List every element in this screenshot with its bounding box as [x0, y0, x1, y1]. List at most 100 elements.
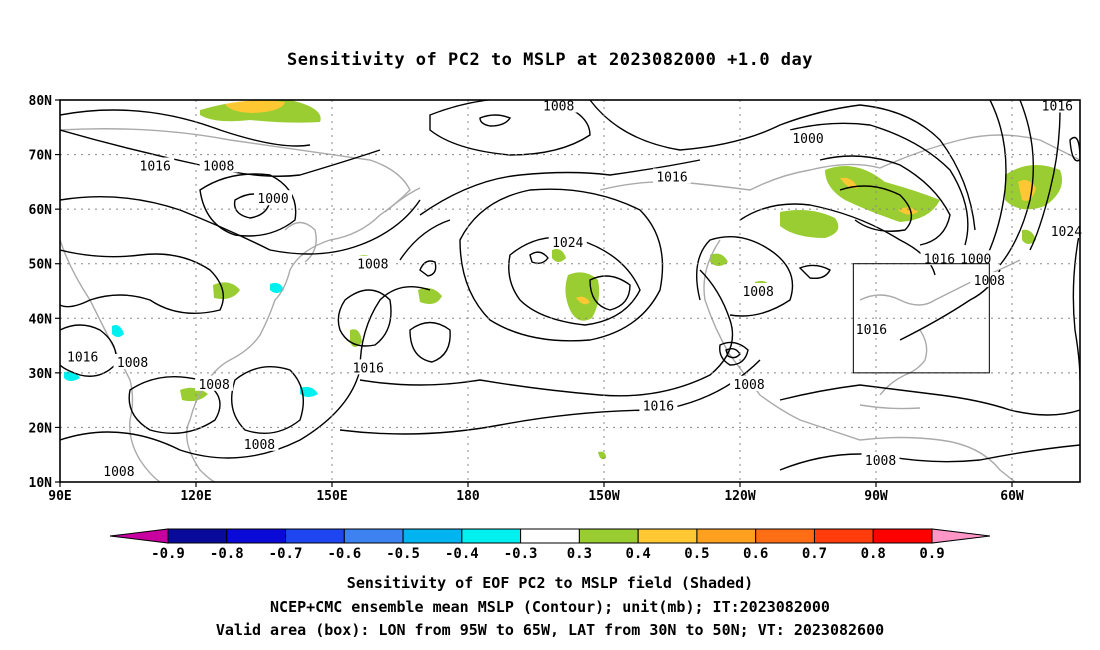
coastline	[879, 329, 928, 396]
colorbar-label: 0.9	[919, 546, 944, 562]
isobar	[589, 100, 976, 231]
lat-tick-label: 80N	[29, 94, 53, 109]
contour-label: 1016	[924, 252, 955, 267]
lon-tick-label: 150W	[588, 489, 619, 504]
colorbar-swatch	[461, 528, 522, 544]
isobar	[798, 264, 831, 280]
colorbar-label: -0.8	[210, 546, 244, 562]
shade-patch	[1022, 229, 1036, 244]
colorbar-swatch	[755, 528, 815, 544]
colorbar-swatch	[226, 528, 287, 544]
isobar	[60, 286, 431, 459]
shade-patch	[350, 329, 362, 347]
contour-label: 1024	[552, 236, 583, 251]
isobar	[233, 193, 271, 219]
contour-label: 1008	[103, 465, 134, 480]
colorbar-label: 0.5	[684, 546, 709, 562]
isobar	[984, 100, 1007, 261]
shade-patch	[780, 210, 839, 238]
contour-label: 1008	[742, 285, 773, 300]
contour-label: 1016	[140, 159, 171, 174]
colorbar-label: -0.7	[269, 546, 303, 562]
isobar	[60, 129, 381, 177]
isobar	[60, 109, 311, 147]
lon-tick-label: 90E	[48, 489, 71, 504]
colorbar-label: -0.6	[327, 546, 361, 562]
shade-patch	[565, 272, 600, 321]
shade-patch	[898, 207, 918, 215]
shade-patch	[576, 296, 590, 305]
isobar	[409, 321, 451, 363]
isobar	[419, 260, 437, 277]
contour-label-bg	[136, 157, 175, 173]
sensitivity-shading	[64, 100, 1063, 460]
isobar	[589, 275, 631, 311]
contour-label-bg	[99, 463, 138, 479]
colorbar-swatch	[696, 528, 757, 544]
map-title: Sensitivity of PC2 to MSLP at 2023082000…	[286, 50, 813, 70]
colorbar-swatch	[167, 528, 228, 544]
contour-label: 1008	[198, 378, 229, 393]
isobar	[419, 159, 701, 216]
shade-patch	[300, 386, 318, 397]
isobar	[429, 100, 591, 156]
contour-label-bg	[730, 375, 769, 391]
coastline	[384, 187, 421, 213]
contour-label-bg	[956, 250, 995, 266]
shade-patch	[270, 282, 284, 293]
contour-label: 1008	[865, 454, 896, 469]
contour-label-bg	[739, 283, 778, 298]
shade-patch	[840, 177, 858, 189]
contour-label: 1000	[257, 192, 288, 207]
contour-label: 1016	[856, 323, 887, 338]
contour-label-bg	[254, 190, 293, 206]
isobar	[779, 384, 1080, 416]
lon-tick-label: 90W	[864, 489, 888, 504]
isobar	[231, 366, 304, 434]
contour-label: 1016	[1042, 99, 1073, 114]
lat-tick-label: 50N	[29, 258, 53, 273]
contour-label-bg	[920, 250, 959, 266]
contour-label: 1024	[1051, 225, 1082, 240]
colorbar-swatch	[872, 528, 933, 544]
caption-valid-area: Valid area (box): LON from 95W to 65W, L…	[215, 621, 885, 639]
colorbar-swatch	[578, 528, 639, 544]
colorbar-label: -0.3	[504, 546, 538, 562]
isobar	[529, 251, 549, 265]
lon-tick-label: 180	[456, 489, 480, 504]
contour-label: 1008	[543, 99, 574, 114]
isobar	[695, 235, 794, 317]
contour-label-bg	[539, 97, 578, 113]
contour-label-bg	[639, 397, 678, 413]
colorbar-high-arrow	[931, 528, 991, 544]
lat-tick-label: 20N	[29, 421, 53, 436]
colorbar-label: -0.4	[445, 546, 479, 562]
contour-label-bg	[548, 233, 587, 249]
isobar	[60, 249, 224, 315]
lon-tick-label: 150E	[316, 489, 347, 504]
lon-tick-label: 60W	[1000, 489, 1024, 504]
shade-patch	[552, 249, 566, 262]
contour-label: 1008	[733, 378, 764, 393]
caption-contour: NCEP+CMC ensemble mean MSLP (Contour); u…	[270, 598, 830, 616]
isobar	[839, 185, 913, 232]
isobar	[60, 195, 421, 255]
isobar	[128, 375, 221, 435]
isobar	[337, 289, 392, 347]
contour-label-bg	[852, 321, 891, 337]
coastline	[60, 128, 411, 482]
contour-label-bg	[63, 348, 102, 364]
isobar	[479, 114, 512, 127]
colorbar-label: 0.4	[626, 546, 651, 562]
shade-patch	[112, 325, 124, 337]
colorbar-swatch	[637, 528, 698, 544]
colorbar-swatch	[402, 528, 463, 544]
isobar	[779, 444, 1080, 471]
isobar	[999, 100, 1035, 266]
contour-label-bg	[1047, 222, 1086, 238]
shade-patch	[418, 288, 442, 304]
colorbar-swatch	[343, 528, 404, 544]
colorbar-label: 0.3	[567, 546, 592, 562]
contour-label-bg	[353, 255, 392, 271]
